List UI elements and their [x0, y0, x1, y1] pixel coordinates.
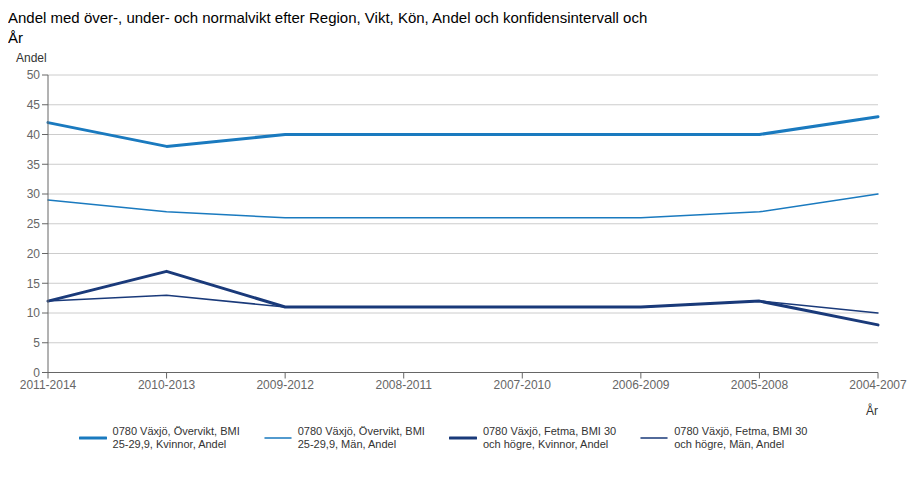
svg-text:2005-2008: 2005-2008	[731, 378, 789, 392]
html-text:0780 Växjö, Fetma, BMI 30 och: 0780 Växjö, Fetma, BMI 30 och högre, Kvi…	[482, 424, 617, 451]
svg-text:30: 30	[27, 187, 41, 201]
html-text:Andel med över-, under- och no: Andel med över-, under- och normalvikt e…	[8, 9, 648, 46]
svg-text:2008-2011: 2008-2011	[375, 378, 432, 392]
svg-text:2009-2012: 2009-2012	[256, 378, 314, 392]
svg-text:25: 25	[27, 217, 41, 231]
svg-text:0: 0	[33, 366, 40, 380]
svg-text:2010-2013: 2010-2013	[138, 378, 196, 392]
svg-text:2011-2014: 2011-2014	[20, 378, 77, 392]
svg-text:20: 20	[27, 247, 41, 261]
svg-text:2004-2007: 2004-2007	[849, 378, 907, 392]
html-text:0780 Växjö, Övervikt, BMI 25-2: 0780 Växjö, Övervikt, BMI 25-29,9, Kvinn…	[112, 424, 240, 451]
svg-text:2007-2010: 2007-2010	[494, 378, 552, 392]
svg-text:15: 15	[27, 277, 41, 291]
svg-text:År: År	[866, 403, 878, 418]
html-text:Andel: Andel	[16, 51, 47, 65]
svg-text:50: 50	[27, 68, 41, 82]
svg-text:40: 40	[27, 128, 41, 142]
svg-text:5: 5	[33, 336, 40, 350]
html-text:0780 Växjö, Fetma, BMI 30 och: 0780 Växjö, Fetma, BMI 30 och högre, Män…	[674, 424, 808, 451]
svg-text:10: 10	[27, 306, 41, 320]
svg-text:35: 35	[27, 158, 41, 172]
svg-text:2006-2009: 2006-2009	[612, 378, 670, 392]
html-text:0780 Växjö, Övervikt, BMI 25-2: 0780 Växjö, Övervikt, BMI 25-29,9, Män, …	[297, 424, 425, 451]
svg-text:45: 45	[27, 98, 41, 112]
